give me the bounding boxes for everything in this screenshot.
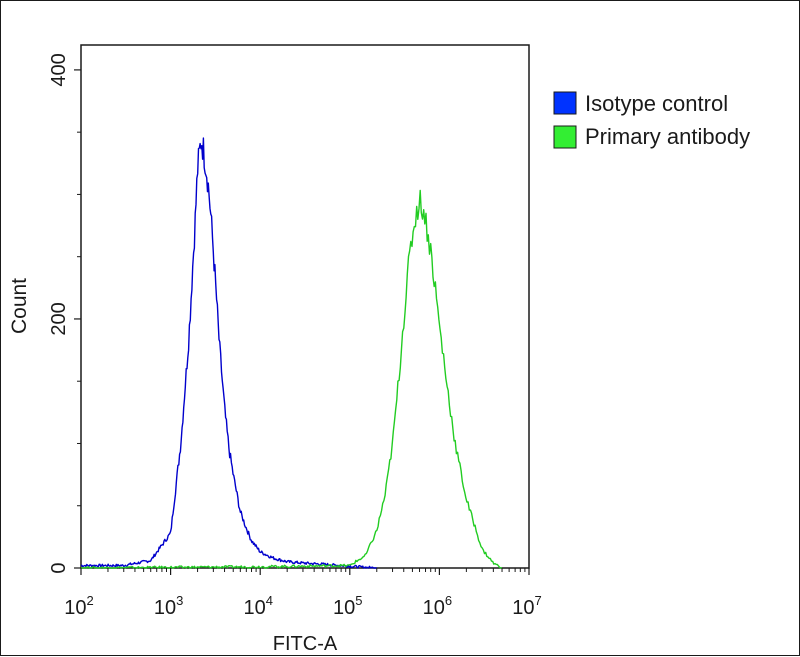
legend-swatch-isotype-control bbox=[553, 91, 577, 115]
y-axis-label: Count bbox=[8, 278, 31, 334]
series-layer bbox=[80, 137, 502, 569]
x-tick-label: 106 bbox=[423, 593, 452, 619]
plot-area-border bbox=[80, 44, 530, 569]
x-axis-label: FITC-A bbox=[273, 633, 338, 655]
x-axis: 102 103 104 105 106 107 bbox=[64, 568, 542, 619]
series-line-primary-antibody bbox=[81, 189, 502, 569]
series-line-isotype-control bbox=[80, 137, 377, 569]
legend-label-isotype-control: Isotype control bbox=[585, 91, 728, 116]
legend-swatch-primary-antibody bbox=[553, 125, 577, 149]
legend-item-primary-antibody: Primary antibody bbox=[553, 124, 750, 149]
y-tick-label: 400 bbox=[48, 53, 70, 86]
x-tick-label: 104 bbox=[243, 593, 272, 619]
legend-item-isotype-control: Isotype control bbox=[553, 91, 728, 116]
x-tick-label: 103 bbox=[154, 593, 183, 619]
legend-label-primary-antibody: Primary antibody bbox=[585, 124, 750, 149]
y-axis: 0 200 400 bbox=[48, 53, 81, 574]
x-tick-label: 107 bbox=[512, 593, 541, 619]
y-tick-label: 0 bbox=[48, 562, 70, 573]
x-tick-label: 105 bbox=[333, 593, 362, 619]
y-tick-label: 200 bbox=[48, 302, 70, 335]
legend: Isotype control Primary antibody bbox=[553, 91, 750, 149]
x-tick-label: 102 bbox=[64, 593, 93, 619]
